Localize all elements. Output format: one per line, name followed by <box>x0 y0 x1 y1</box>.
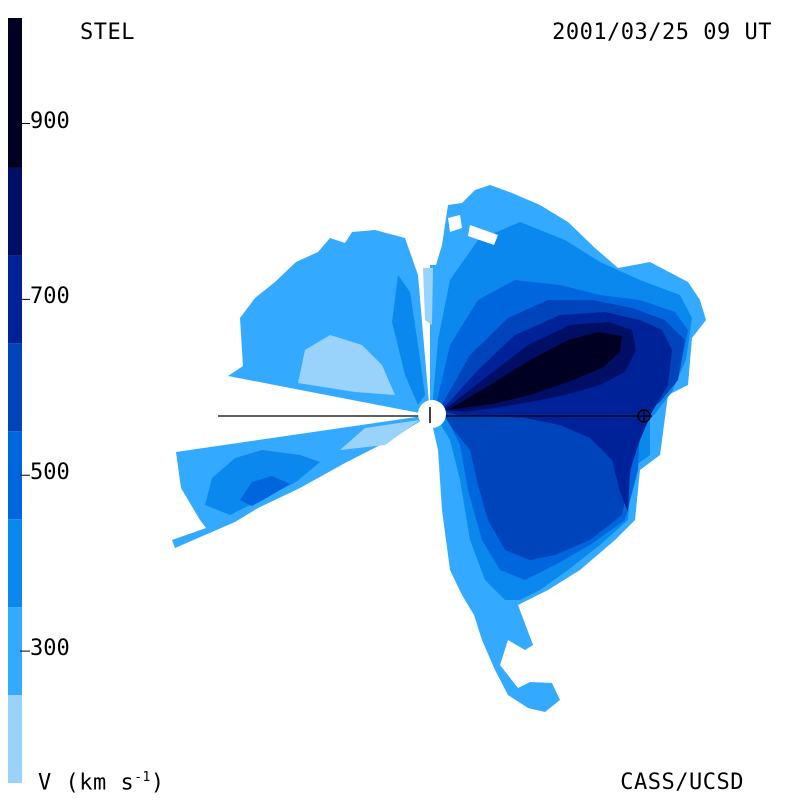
sector-left-lower <box>172 415 430 548</box>
ring-3-upper <box>392 275 425 405</box>
velocity-field <box>172 185 706 712</box>
ring-8-core <box>448 332 622 410</box>
colorbar-tick-label: 500 <box>30 460 70 486</box>
colorbar-tick-label: 300 <box>30 636 70 662</box>
pocket-light-left <box>340 420 420 450</box>
colorbar-level-0 <box>8 695 22 783</box>
gap-top <box>468 225 498 245</box>
sun-disk <box>418 400 446 428</box>
timestamp-label: 2001/03/25 09 UT <box>552 20 772 45</box>
colorbar-tick-label: 700 <box>30 284 70 310</box>
colorbar-level-2 <box>8 519 22 608</box>
colorbar-tick-label: 900 <box>30 108 70 134</box>
colorbar <box>8 18 30 783</box>
pocket-light-upper <box>298 335 395 395</box>
colorbar-level-5 <box>8 255 22 344</box>
instrument-label: STEL <box>80 20 135 45</box>
ring-4-left <box>240 476 290 506</box>
unit-label: V (km s-1) <box>38 770 165 796</box>
gap-top-2 <box>448 215 462 232</box>
colorbar-level-7 <box>8 18 22 168</box>
colorbar-level-4 <box>8 343 22 432</box>
credit-label: CASS/UCSD <box>620 770 744 795</box>
pocket-light-notch <box>423 268 433 325</box>
colorbar-level-6 <box>8 167 22 256</box>
colorbar-level-3 <box>8 431 22 520</box>
colorbar-level-1 <box>8 607 22 696</box>
